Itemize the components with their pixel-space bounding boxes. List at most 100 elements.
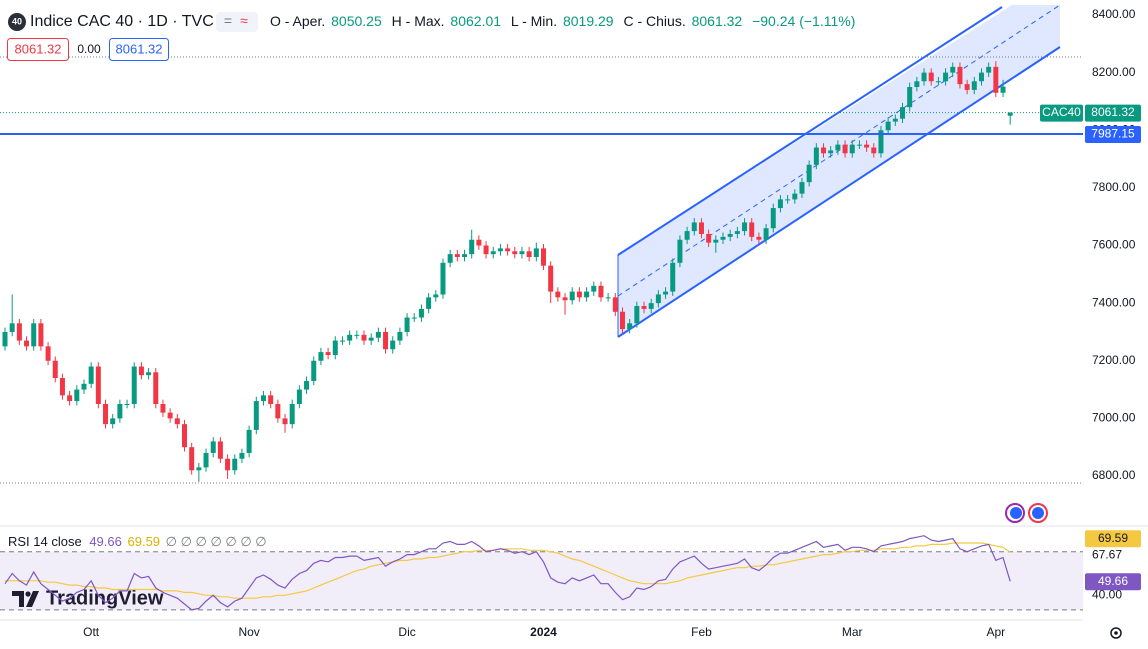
candle-body: [921, 72, 927, 82]
candle-body: [641, 306, 647, 309]
candle-body: [928, 72, 934, 82]
channel-lower: [617, 46, 1061, 338]
candle-body: [38, 323, 44, 347]
candle-body: [856, 144, 862, 146]
candle-body: [892, 118, 898, 122]
candle-body: [160, 403, 166, 413]
symbol-tag-label: CAC40: [1042, 105, 1081, 119]
last-price-tag: [1085, 104, 1141, 122]
candle-body: [418, 308, 424, 318]
candle-body: [849, 144, 855, 154]
candle-body: [677, 239, 683, 263]
hline-price-tag: [1085, 125, 1141, 143]
l-value: 8019.29: [563, 13, 614, 29]
candle-body: [390, 340, 396, 350]
candle-body: [713, 239, 719, 243]
logo-mark: [12, 591, 24, 607]
candle-body: [770, 208, 776, 229]
candle-body: [648, 303, 654, 309]
toggle-pill[interactable]: [216, 12, 258, 32]
candle-body: [462, 254, 468, 258]
candle-body: [763, 228, 769, 240]
candle-body: [555, 291, 561, 298]
candle-body: [935, 81, 941, 83]
candle-body: [605, 297, 611, 299]
candle-body: [469, 239, 475, 255]
candle-body: [117, 403, 123, 419]
settings-icon[interactable]: [1110, 627, 1122, 639]
sell-button[interactable]: [7, 38, 69, 61]
candle-body: [885, 121, 891, 131]
candle-body: [907, 87, 913, 108]
candle-body: [821, 147, 827, 154]
candle-body: [339, 340, 345, 342]
candle-body: [404, 317, 410, 332]
event-marker: [1032, 507, 1044, 519]
candle-body: [282, 418, 288, 425]
candle-body: [490, 251, 496, 255]
o-value: 8050.25: [331, 13, 382, 29]
x-tick-label: Nov: [238, 625, 259, 639]
candle-body: [943, 72, 949, 82]
candle-body: [476, 239, 482, 246]
symbol-logo: [8, 13, 26, 31]
candle-body: [304, 380, 310, 390]
candle-body: [727, 233, 733, 237]
candle-body: [246, 429, 252, 453]
candle-body: [663, 291, 669, 295]
candle-body: [742, 222, 748, 232]
candle-body: [67, 395, 73, 402]
candle-body: [497, 248, 503, 252]
candle-body: [691, 222, 697, 232]
buy-button[interactable]: [109, 38, 169, 61]
candle-body: [375, 331, 381, 338]
rsi-band: [0, 551, 1083, 610]
candle-body: [447, 254, 453, 263]
candle-body: [569, 291, 575, 301]
candle-body: [383, 331, 389, 350]
candle-body: [864, 144, 870, 148]
candle-body: [196, 467, 202, 471]
candle-body: [95, 366, 101, 404]
candle-body: [562, 297, 568, 301]
candle-body: [777, 199, 783, 209]
candle-body: [591, 285, 597, 292]
candle-body: [59, 378, 65, 396]
candle-body: [828, 150, 834, 154]
candle-body: [225, 458, 231, 471]
candle-body: [253, 401, 259, 430]
rsi-ma-value: 69.59: [128, 534, 161, 549]
candle-body: [311, 360, 317, 381]
candle-body: [878, 130, 884, 154]
logo-mark: [26, 591, 39, 607]
candle-body: [217, 441, 223, 459]
candle-body: [526, 251, 532, 258]
candle-body: [900, 107, 905, 119]
candle-body: [978, 72, 984, 82]
candle-body: [332, 340, 338, 355]
candle-body: [24, 340, 30, 347]
spread: 0.00: [77, 42, 101, 56]
marks: [2, 61, 1013, 482]
h-value: 8062.01: [450, 13, 501, 29]
candle-body: [993, 66, 999, 93]
candle-body: [655, 294, 661, 304]
toggle-icon: ≈: [240, 13, 248, 29]
candle-body: [347, 334, 353, 341]
channel-upper: [617, 6, 1003, 256]
rsi-value: 49.66: [89, 534, 122, 549]
sell-price: 8061.32: [15, 41, 62, 56]
rsi-axis-label: 40.00: [1092, 587, 1122, 601]
candle-body: [16, 323, 22, 341]
channel-fill: [618, 5, 1060, 337]
symbol-title[interactable]: Indice CAC 40 · 1D · TVC: [30, 13, 214, 30]
candle-body: [835, 144, 841, 151]
candle-body: [842, 144, 848, 154]
candle-body: [971, 81, 977, 90]
candle-body: [519, 251, 525, 255]
candle-body: [110, 418, 116, 425]
candle-body: [598, 285, 604, 298]
candle-body: [203, 452, 209, 468]
